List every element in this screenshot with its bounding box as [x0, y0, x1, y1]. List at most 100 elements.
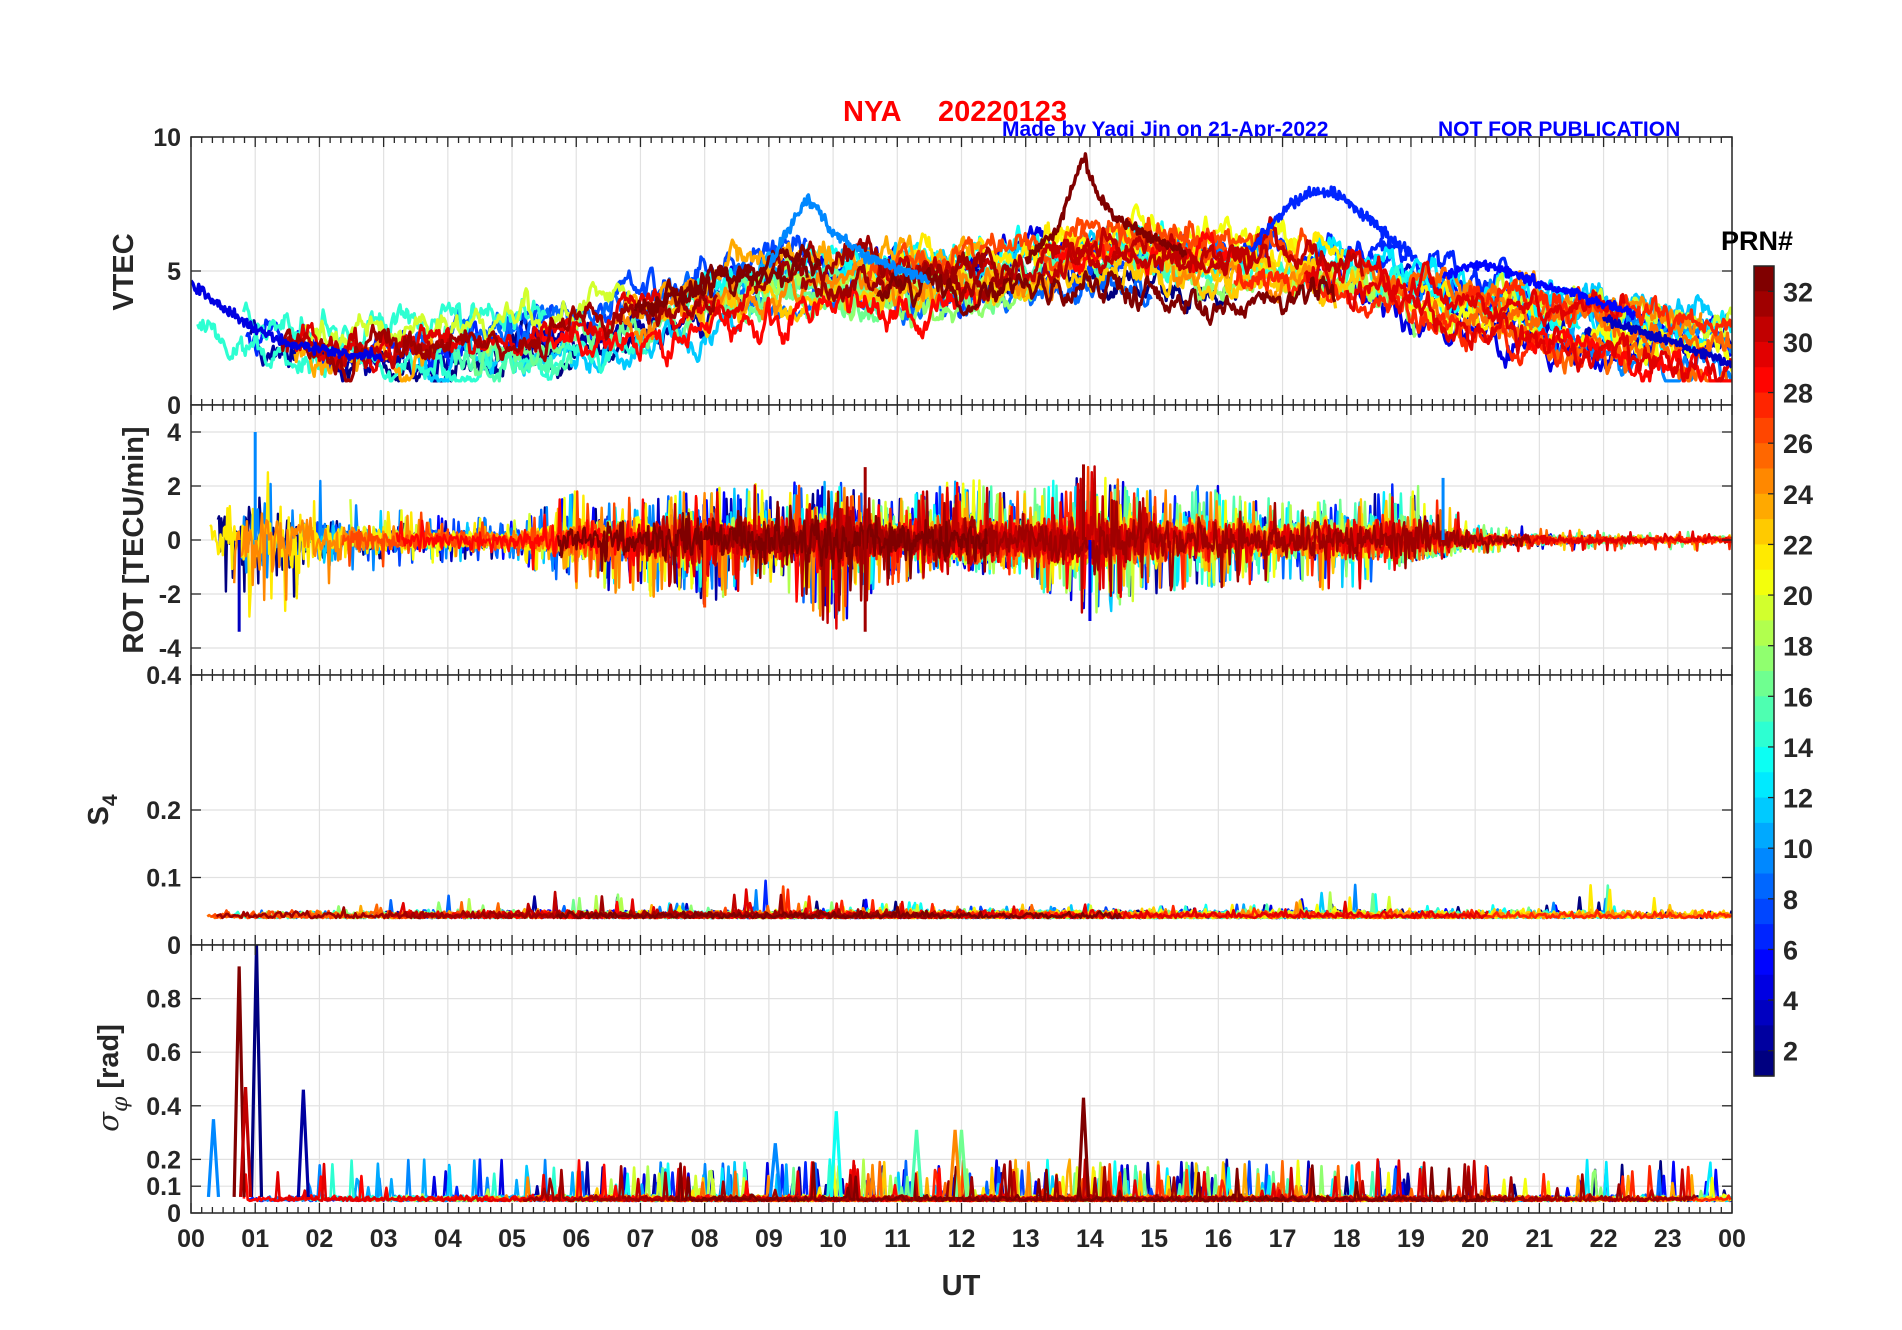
- colorbar-tick-label: 12: [1783, 784, 1813, 814]
- colorbar-segment: [1754, 898, 1774, 925]
- vtec-trace-prn-9: [768, 193, 931, 285]
- x-tick-label: 22: [1590, 1225, 1618, 1253]
- x-tick-label: 08: [691, 1225, 719, 1253]
- colorbar-segment: [1754, 468, 1774, 495]
- x-tick-label: 14: [1076, 1225, 1104, 1253]
- colorbar-tick-label: 26: [1783, 429, 1813, 459]
- colorbar-segment: [1754, 316, 1774, 343]
- s4-panel: 0 0.1 0.2 0.4 S4: [83, 662, 1733, 960]
- x-tick-label: 03: [370, 1225, 398, 1253]
- y-tick-label: 0: [167, 527, 181, 555]
- sigma-phi-spike: [829, 1111, 843, 1198]
- colorbar-segment: [1754, 645, 1774, 672]
- vtec-trace: [529, 286, 984, 368]
- colorbar-segment: [1754, 341, 1774, 368]
- x-tick-label: 18: [1333, 1225, 1361, 1253]
- vtec-trace-prn-6: [1249, 185, 1412, 257]
- x-tick-label: 01: [241, 1225, 269, 1253]
- s4-trace: [555, 905, 1123, 920]
- rot-panel: -4 -2 0 2 4 ROT [TECU/min]: [118, 404, 1733, 676]
- sigma-phi-spike: [1076, 1097, 1091, 1198]
- colorbar-segment: [1754, 696, 1774, 723]
- colorbar-segment: [1754, 1025, 1774, 1052]
- vtec-trace: [753, 234, 1000, 295]
- y-tick-label: 0.1: [146, 865, 181, 893]
- colorbar-title: PRN#: [1721, 226, 1793, 256]
- colorbar-segment: [1754, 519, 1774, 546]
- x-tick-label: 07: [627, 1225, 655, 1253]
- y-tick-label: -4: [159, 635, 181, 663]
- colorbar-segment: [1754, 848, 1774, 875]
- sigma-phi-spike: [238, 1086, 253, 1197]
- colorbar-tick-label: 2: [1783, 1037, 1798, 1067]
- y-tick-label: 0.8: [146, 986, 181, 1014]
- vtec-ylabel: VTEC: [108, 233, 140, 310]
- colorbar-tick-label: 16: [1783, 682, 1813, 712]
- vtec-trace: [241, 298, 547, 354]
- vtec-trace-prn-5: [1441, 259, 1636, 321]
- colorbar-segment: [1754, 772, 1774, 799]
- x-tick-label: 02: [306, 1225, 334, 1253]
- sigma-phi-spike: [296, 1089, 310, 1197]
- rot-trace: [556, 490, 988, 596]
- y-tick-label: -2: [159, 581, 181, 609]
- colorbar-segment: [1754, 974, 1774, 1001]
- colorbar-segment: [1754, 493, 1774, 520]
- y-tick-label: 2: [167, 473, 181, 501]
- colorbar-segment: [1754, 544, 1774, 571]
- s4-ylabel: S4: [83, 794, 122, 825]
- publication-note: NOT FOR PUBLICATION: [1438, 118, 1680, 141]
- colorbar-tick-label: 24: [1783, 480, 1813, 510]
- colorbar-tick-label: 10: [1783, 834, 1813, 864]
- colorbar-segment: [1754, 620, 1774, 647]
- x-tick-label: 21: [1525, 1225, 1553, 1253]
- sigma-phi-spike: [909, 1129, 924, 1198]
- sigma-phi-spike: [948, 1129, 962, 1198]
- colorbar-tick-label: 6: [1783, 935, 1798, 965]
- vtec-trace: [413, 300, 754, 383]
- y-tick-label: 10: [153, 124, 181, 152]
- x-tick-label: 10: [819, 1225, 847, 1253]
- colorbar-tick-label: 4: [1783, 986, 1798, 1016]
- vtec-trace: [1037, 231, 1272, 285]
- colorbar-segment: [1754, 1000, 1774, 1026]
- colorbar-frame: [1753, 265, 1775, 1077]
- y-tick-label: 0.1: [146, 1173, 181, 1201]
- x-tick-label: 17: [1269, 1225, 1297, 1253]
- colorbar-segment: [1754, 822, 1774, 849]
- sigma-phi-ylabel: σφ [rad]: [91, 1024, 133, 1132]
- colorbar-segment: [1754, 1050, 1774, 1077]
- colorbar-tick-label: 22: [1783, 530, 1813, 560]
- colorbar-segment: [1754, 291, 1774, 318]
- x-tick-label: 04: [434, 1225, 462, 1253]
- vtec-trace: [876, 267, 1337, 326]
- colorbar-segment: [1754, 746, 1774, 773]
- colorbar-segment: [1754, 443, 1774, 470]
- vtec-trace: [1345, 271, 1732, 383]
- x-tick-label: 13: [1012, 1225, 1040, 1253]
- x-axis-label: UT: [942, 1270, 981, 1302]
- x-tick-label: 05: [498, 1225, 526, 1253]
- x-tick-label: 12: [948, 1225, 976, 1253]
- sigma-phi-trace: [667, 1161, 1516, 1203]
- x-tick-label: 19: [1397, 1225, 1425, 1253]
- colorbar-segment: [1754, 873, 1774, 900]
- x-tick-label: 06: [562, 1225, 590, 1253]
- colorbar-segment: [1754, 595, 1774, 621]
- chart-title-station: NYA: [843, 96, 902, 128]
- x-tick-label: 00: [1718, 1225, 1746, 1253]
- rot-ylabel: ROT [TECU/min]: [118, 426, 150, 653]
- vtec-trace-prn-4: [191, 279, 385, 362]
- y-tick-label: 0.6: [146, 1039, 181, 1067]
- sigma-phi-spike: [768, 1143, 782, 1198]
- colorbar-segment: [1754, 924, 1774, 951]
- y-tick-label: 0: [167, 392, 181, 420]
- chart-title-date: 20220123: [938, 96, 1067, 128]
- colorbar-segment: [1754, 266, 1774, 292]
- x-tick-label: 15: [1140, 1225, 1168, 1253]
- colorbar-segment: [1754, 392, 1774, 419]
- vtec-trace: [437, 325, 573, 383]
- sigma-phi-spike: [206, 1119, 221, 1198]
- colorbar-segment: [1754, 367, 1774, 394]
